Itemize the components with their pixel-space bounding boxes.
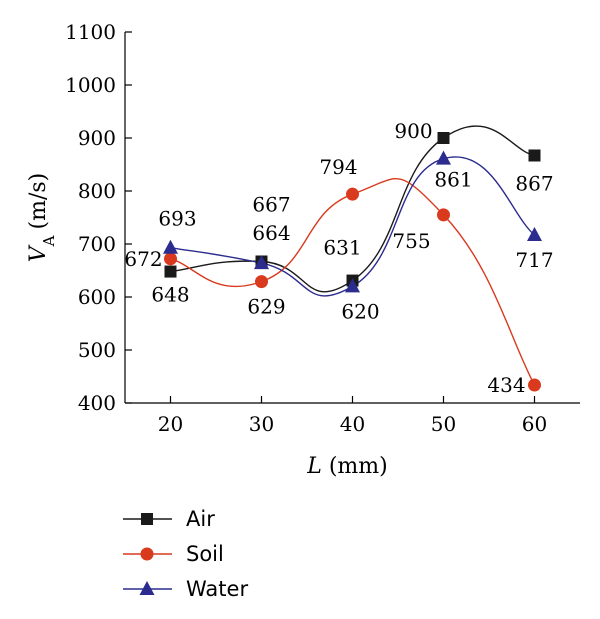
water-data-label: 664 <box>252 221 290 245</box>
water-data-point <box>527 226 542 241</box>
air-data-label: 648 <box>151 283 189 307</box>
x-tick-label: 30 <box>249 412 274 436</box>
soil-data-point <box>346 187 359 201</box>
y-tick-label: 500 <box>78 338 116 362</box>
water-legend-label: Water <box>186 577 248 601</box>
water-data-label: 717 <box>515 248 553 272</box>
soil-legend-marker <box>140 547 154 561</box>
y-tick-label: 700 <box>78 232 116 256</box>
water-data-point <box>163 239 178 254</box>
x-tick-label: 60 <box>522 412 547 436</box>
soil-data-point <box>528 378 541 392</box>
y-tick-label: 600 <box>78 285 116 309</box>
y-tick-label: 900 <box>78 126 116 150</box>
series-markers <box>163 132 542 392</box>
air-data-point <box>437 132 450 144</box>
y-tick-label: 400 <box>78 391 116 415</box>
water-data-label: 693 <box>158 207 196 231</box>
legend: Air Soil Water <box>123 507 248 601</box>
air-legend-marker <box>141 513 153 525</box>
air-data-label: 631 <box>323 236 361 260</box>
water-data-label: 861 <box>434 168 472 192</box>
y-tick-label: 1000 <box>65 73 116 97</box>
data-labels: 648 667 631 900 867 672 629 794 755 434 693 664 620 8… <box>124 119 553 397</box>
water-legend-marker <box>139 581 155 595</box>
soil-data-label: 755 <box>392 229 430 253</box>
x-axis-title: L (mm) <box>306 454 388 479</box>
soil-legend-label: Soil <box>186 542 224 566</box>
air-data-label: 867 <box>515 171 553 195</box>
soil-data-label: 794 <box>319 155 357 179</box>
y-axis-title: VA(m/s) <box>26 173 58 262</box>
air-data-label: 900 <box>394 119 432 143</box>
water-data-label: 620 <box>341 299 379 323</box>
water-data-point <box>345 278 360 293</box>
water-data-point <box>436 150 451 165</box>
y-tick-label: 800 <box>78 179 116 203</box>
y-tick-label: 1100 <box>65 20 116 44</box>
axes: 400 500 600 700 800 900 1000 1100 20 30 40 50 60 <box>65 20 580 436</box>
air-data-point <box>164 265 177 278</box>
water-data-point <box>254 255 269 270</box>
x-tick-label: 50 <box>431 412 456 436</box>
air-data-point <box>528 149 541 162</box>
water-series-line <box>170 156 535 297</box>
soil-data-label: 629 <box>247 295 285 319</box>
x-tick-label: 20 <box>158 412 183 436</box>
air-legend-label: Air <box>186 507 215 531</box>
air-data-label: 667 <box>252 192 290 216</box>
soil-data-label: 434 <box>487 373 525 397</box>
x-tick-label: 40 <box>340 412 365 436</box>
soil-data-label: 672 <box>124 247 162 271</box>
soil-data-point <box>437 208 450 222</box>
soil-data-point <box>255 275 268 289</box>
soil-data-point <box>164 252 177 266</box>
air-series-line <box>170 125 535 293</box>
